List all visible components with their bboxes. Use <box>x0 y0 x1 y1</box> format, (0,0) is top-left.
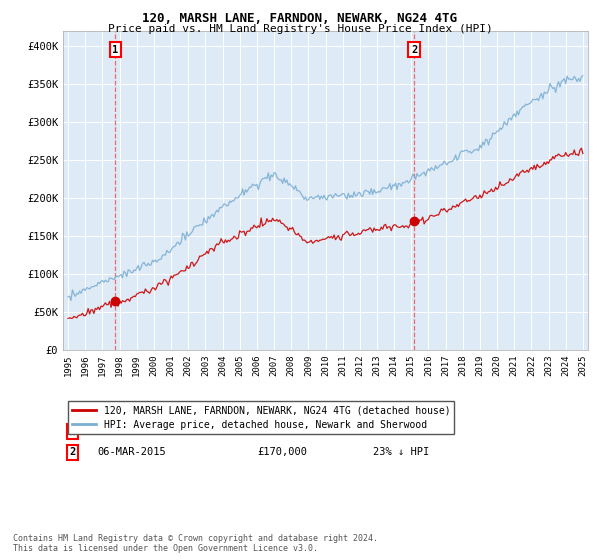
Text: £170,000: £170,000 <box>257 447 307 457</box>
Text: 1: 1 <box>70 426 76 436</box>
Text: Price paid vs. HM Land Registry's House Price Index (HPI): Price paid vs. HM Land Registry's House … <box>107 24 493 34</box>
Text: Contains HM Land Registry data © Crown copyright and database right 2024.
This d: Contains HM Land Registry data © Crown c… <box>13 534 378 553</box>
Text: 120, MARSH LANE, FARNDON, NEWARK, NG24 4TG: 120, MARSH LANE, FARNDON, NEWARK, NG24 4… <box>143 12 458 25</box>
Text: 23% ↓ HPI: 23% ↓ HPI <box>373 447 429 457</box>
Legend: 120, MARSH LANE, FARNDON, NEWARK, NG24 4TG (detached house), HPI: Average price,: 120, MARSH LANE, FARNDON, NEWARK, NG24 4… <box>68 401 454 434</box>
Text: 1: 1 <box>112 45 118 55</box>
Text: 06-MAR-2015: 06-MAR-2015 <box>97 447 166 457</box>
Text: 2: 2 <box>70 447 76 457</box>
Text: 01-SEP-1997: 01-SEP-1997 <box>97 426 166 436</box>
Text: 2: 2 <box>411 45 418 55</box>
Text: £65,000: £65,000 <box>257 426 301 436</box>
Text: 18% ↓ HPI: 18% ↓ HPI <box>373 426 429 436</box>
